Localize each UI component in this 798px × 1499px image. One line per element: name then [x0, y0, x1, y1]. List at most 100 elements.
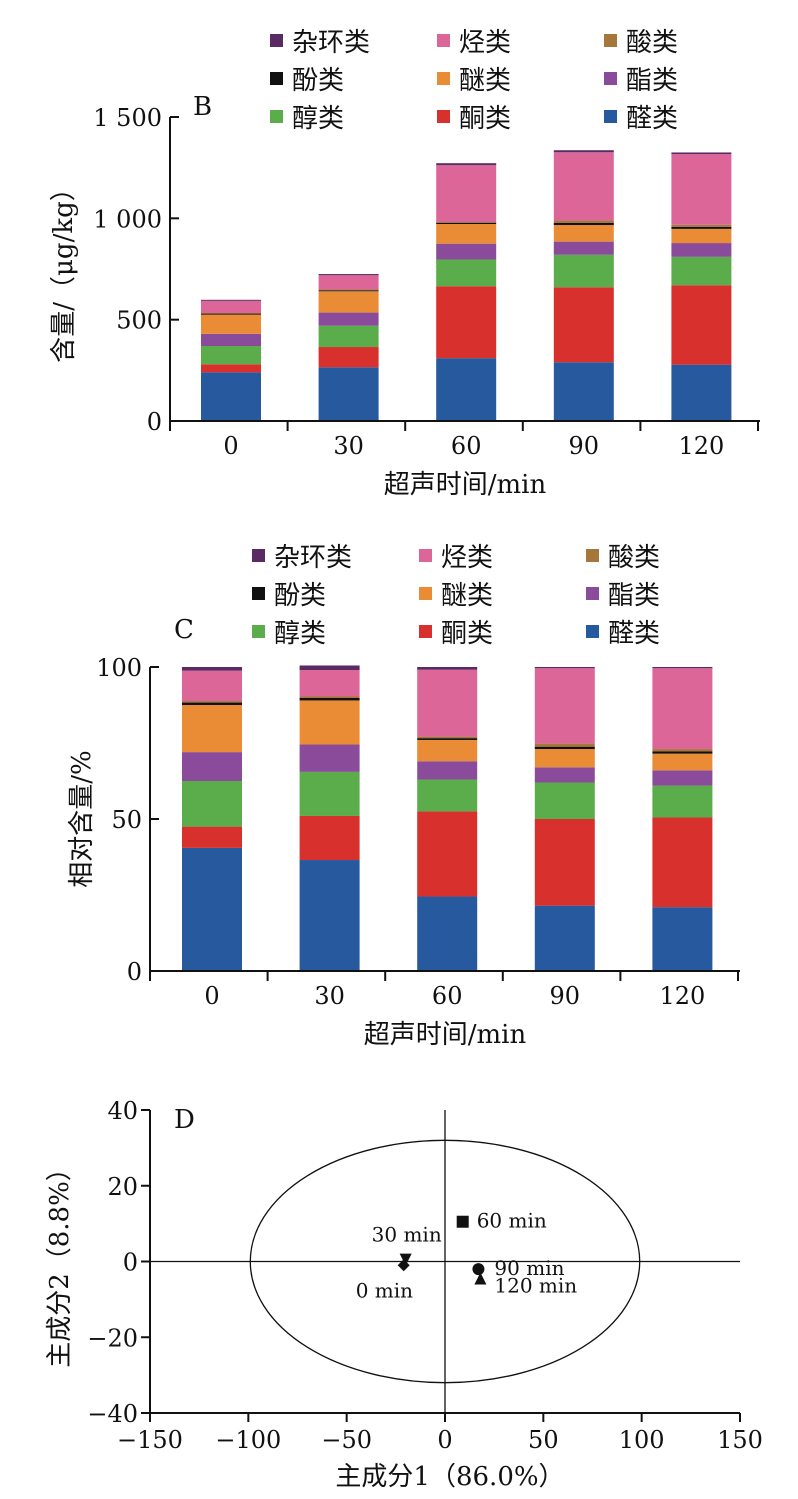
bar-segment: [652, 749, 713, 752]
bar-segment: [318, 274, 379, 276]
bar-segment: [534, 749, 595, 768]
bar-segment: [182, 702, 242, 705]
legend-swatch: [419, 625, 432, 638]
bar-segment: [318, 290, 379, 292]
bar-segment: [671, 154, 732, 225]
y-axis-title: 相对含量/%: [67, 750, 97, 887]
x-axis-title: 超声时间/min: [364, 1020, 527, 1050]
bar-segment: [201, 299, 261, 301]
scatter-point: [472, 1263, 485, 1276]
legend-swatch: [419, 549, 432, 562]
y-axis-title: 主成分2（8.8%）: [45, 1155, 75, 1368]
legend-swatch: [252, 549, 265, 562]
bar-segment: [671, 152, 732, 155]
bar-segment: [553, 362, 614, 421]
legend-label: 醛类: [626, 104, 678, 134]
bar-segment: [182, 667, 242, 671]
bar-segment: [553, 150, 614, 153]
bar-segment: [671, 285, 732, 365]
legend-swatch: [604, 72, 617, 85]
bar-segment: [417, 739, 478, 762]
bar-segment: [534, 767, 595, 783]
y-tick-label: 0: [127, 958, 142, 986]
y-tick-label: 50: [111, 806, 142, 834]
legend-label: 酮类: [441, 619, 493, 649]
x-tick-label: 150: [717, 1426, 763, 1454]
bar-segment: [201, 313, 261, 315]
y-tick-label: 1 500: [93, 104, 162, 132]
legend-label: 烃类: [459, 28, 511, 58]
bar-segment: [182, 752, 242, 781]
legend-swatch: [270, 110, 283, 123]
bar-segment: [436, 243, 497, 260]
legend-swatch: [419, 587, 432, 600]
bar-segment: [671, 256, 732, 286]
bar-segment: [201, 346, 261, 365]
y-tick-label: 100: [96, 654, 142, 682]
bar-segment: [299, 696, 360, 699]
x-tick-label: −150: [117, 1426, 183, 1454]
y-axis-title: 含量/（μg/kg）: [49, 175, 79, 362]
bar-segment: [553, 241, 614, 255]
legend-swatch: [252, 625, 265, 638]
legend-swatch: [252, 587, 265, 600]
bar-segment: [534, 743, 595, 747]
bar-segment: [652, 667, 713, 669]
bar-segment: [436, 358, 497, 421]
bar-segment: [318, 291, 379, 313]
panel-label: D: [174, 1105, 195, 1135]
point-label: 60 min: [477, 1209, 547, 1233]
y-tick-label: 40: [107, 1097, 138, 1125]
x-tick-label: 90: [550, 982, 581, 1010]
bar-segment: [299, 771, 360, 816]
y-tick-label: −20: [87, 1324, 138, 1352]
bar-segment: [417, 736, 478, 739]
x-tick-label: 0: [204, 982, 219, 1010]
bar-segment: [671, 224, 732, 227]
bar-segment: [534, 819, 595, 906]
legend-label: 杂环类: [292, 28, 370, 58]
bar-segment: [299, 815, 360, 861]
bar-segment: [201, 333, 261, 347]
bar-segment: [436, 165, 497, 222]
bar-segment: [417, 669, 478, 737]
bar-segment: [318, 275, 379, 290]
bar-segment: [299, 744, 360, 772]
y-tick-label: 0: [123, 1249, 138, 1277]
bar-segment: [318, 347, 379, 368]
bar-segment: [201, 314, 261, 334]
bar-segment: [299, 665, 360, 671]
x-tick-label: −100: [215, 1426, 281, 1454]
bar-segment: [553, 225, 614, 242]
bar-segment: [553, 254, 614, 288]
bar-segment: [299, 700, 360, 745]
confidence-ellipse: [249, 1139, 641, 1384]
bar-segment: [318, 312, 379, 326]
bar-segment: [436, 286, 497, 359]
legend-swatch: [604, 34, 617, 47]
bar-segment: [182, 826, 242, 848]
bar-segment: [534, 746, 595, 750]
y-tick-label: 0: [147, 408, 162, 436]
legend-swatch: [604, 110, 617, 123]
bar-segment: [553, 220, 614, 223]
legend-label: 酯类: [608, 581, 660, 611]
x-tick-label: −50: [321, 1426, 372, 1454]
y-tick-label: 500: [116, 307, 162, 335]
x-tick-label: 60: [451, 432, 482, 460]
bar-segment: [553, 152, 614, 221]
x-tick-label: 0: [437, 1426, 452, 1454]
x-tick-label: 100: [619, 1426, 665, 1454]
x-tick-label: 90: [569, 432, 600, 460]
bar-segment: [534, 782, 595, 819]
legend-label: 醇类: [274, 619, 326, 649]
bar-segment: [652, 770, 713, 786]
bar-segment: [652, 907, 713, 971]
bar-segment: [299, 670, 360, 697]
bar-segment: [182, 705, 242, 753]
legend-label: 酮类: [459, 104, 511, 134]
legend-swatch: [437, 34, 450, 47]
panel-label: C: [174, 615, 194, 645]
